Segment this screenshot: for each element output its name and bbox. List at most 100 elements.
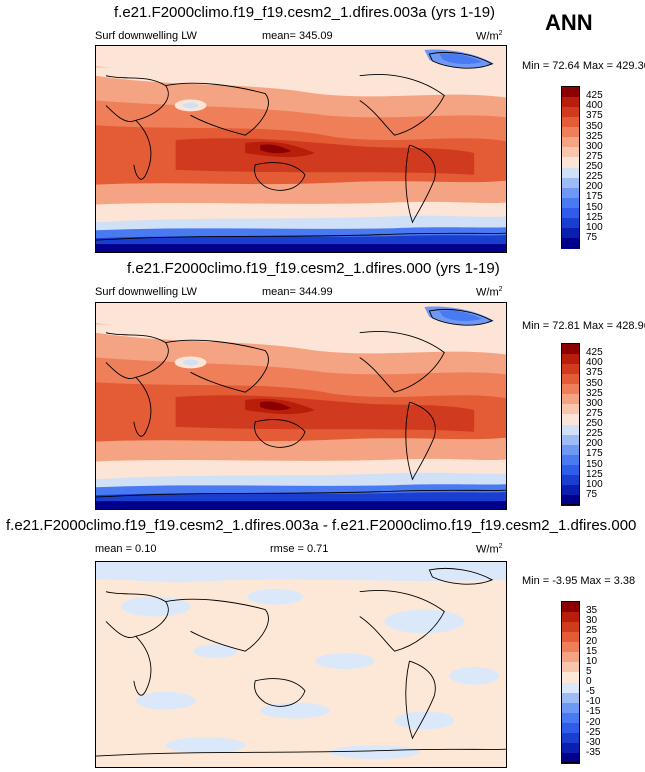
panel3-map-svg [96, 562, 506, 767]
colorbar-swatch [561, 464, 580, 476]
colorbar-tick-label: 0 [586, 676, 592, 687]
colorbar-swatch [561, 383, 580, 395]
panel1-mean-label: mean= 345.09 [262, 30, 333, 42]
colorbar-swatch [561, 156, 580, 168]
colorbar-swatch [561, 96, 580, 107]
panel3-mean-label: mean = 0.10 [95, 543, 157, 555]
colorbar-swatch [561, 353, 580, 364]
panel2-minmax: Min = 72.81 Max = 428.96 [522, 320, 645, 332]
colorbar-tick-label: 425 [586, 347, 603, 359]
panel2-map [95, 302, 507, 510]
colorbar-tick-label: -10 [586, 696, 601, 708]
panel3-minmax: Min = -3.95 Max = 3.38 [522, 575, 636, 587]
colorbar-swatch [561, 611, 580, 622]
panel1-minmax: Min = 72.64 Max = 429.30 [522, 60, 645, 72]
colorbar-swatch [561, 363, 580, 374]
colorbar-swatch [561, 722, 580, 734]
colorbar-swatch [561, 413, 580, 425]
colorbar-swatch [561, 167, 580, 178]
colorbar-tick-label: -25 [586, 726, 601, 738]
colorbar-tick-label: 75 [586, 488, 598, 500]
colorbar-swatch [561, 197, 580, 208]
colorbar-swatch [561, 343, 580, 354]
colorbar-swatch [561, 116, 580, 127]
colorbar-swatch [561, 692, 580, 703]
colorbar-tick-label: 350 [586, 377, 603, 389]
panel3-colorbar: 35 30 25 20 15 10 5 0 -5 -10 -15 -20 -25 -30 -35 [561, 601, 601, 764]
colorbar-swatch [561, 702, 580, 713]
colorbar-tick-label: 375 [586, 367, 603, 379]
colorbar-tick-label: 350 [586, 120, 603, 132]
colorbar-swatch [561, 651, 580, 663]
colorbar-tick-label: 25 [586, 625, 598, 637]
colorbar-tick-label: 250 [586, 418, 603, 429]
colorbar-swatch [561, 682, 580, 693]
colorbar-tick-label: 200 [586, 438, 603, 450]
panel1-title: f.e21.F2000climo.f19_f19.cesm2_1.dfires.… [114, 4, 496, 21]
colorbar-swatch [561, 484, 580, 496]
colorbar-swatch [561, 641, 580, 653]
colorbar-swatch [561, 631, 580, 642]
colorbar-swatch [561, 237, 580, 249]
colorbar-tick-label: 150 [586, 458, 603, 470]
colorbar-swatch [561, 601, 580, 612]
panel2-map-svg [96, 303, 506, 509]
colorbar-swatch [561, 227, 580, 239]
colorbar-tick-label: -15 [586, 706, 601, 718]
colorbar-swatch [561, 136, 580, 148]
colorbar-swatch [561, 444, 580, 455]
colorbar-frame [561, 343, 580, 505]
colorbar-tick-label: 375 [586, 110, 603, 122]
panel1-units: W/m2 [476, 30, 503, 43]
colorbar-tick-label: 400 [586, 100, 603, 112]
colorbar-swatch [561, 742, 580, 754]
colorbar-swatch [561, 403, 580, 415]
colorbar-tick-label: 300 [586, 140, 603, 152]
colorbar-tick-label: 175 [586, 448, 603, 460]
colorbar-swatch [561, 126, 580, 138]
panel2-units: W/m2 [476, 286, 503, 299]
colorbar-tick-label: 175 [586, 191, 603, 203]
colorbar-frame [561, 86, 580, 248]
colorbar-tick-label: 150 [586, 201, 603, 213]
colorbar-swatch [561, 732, 580, 744]
season-label: ANN [545, 10, 593, 35]
colorbar-tick-label: -20 [586, 716, 601, 728]
colorbar-swatch [561, 86, 580, 97]
colorbar-tick-label: 225 [586, 428, 603, 440]
colorbar-tick-label: 125 [586, 468, 603, 480]
colorbar-tick-label: 10 [586, 655, 598, 667]
colorbar-tick-label: -35 [586, 746, 601, 758]
colorbar-tick-label: 325 [586, 130, 603, 142]
colorbar-swatch [561, 752, 580, 764]
colorbar-tick-label: 35 [586, 605, 598, 617]
colorbar-tick-label: 425 [586, 90, 603, 102]
colorbar-swatch [561, 621, 580, 632]
colorbar-swatch [561, 494, 580, 506]
colorbar-tick-label: -30 [586, 736, 601, 748]
colorbar-swatch [561, 712, 580, 723]
colorbar-swatch [561, 187, 580, 198]
colorbar-tick-label: 15 [586, 645, 598, 657]
colorbar-swatch [561, 373, 580, 384]
colorbar-swatch [561, 661, 580, 673]
colorbar-swatch [561, 474, 580, 486]
colorbar-tick-label: 20 [586, 635, 598, 647]
colorbar-tick-label: 5 [586, 665, 592, 677]
colorbar-swatch [561, 207, 580, 219]
colorbar-tick-label: 125 [586, 211, 603, 223]
colorbar-tick-label: 100 [586, 221, 603, 233]
panel1-variable-label: Surf downwelling LW [95, 30, 197, 42]
colorbar-tick-label: 30 [586, 615, 598, 627]
colorbar-tick-label: 75 [586, 231, 598, 243]
colorbar-tick-label: 275 [586, 150, 603, 162]
panel2-title: f.e21.F2000climo.f19_f19.cesm2_1.dfires.… [127, 260, 500, 277]
colorbar-tick-label: 225 [586, 171, 603, 183]
colorbar-swatch [561, 454, 580, 465]
panel1-map-svg [96, 46, 506, 252]
colorbar-swatch [561, 177, 580, 188]
colorbar-swatch [561, 393, 580, 405]
colorbar-swatch [561, 106, 580, 117]
panel3-title: f.e21.F2000climo.f19_f19.cesm2_1.dfires.… [6, 517, 637, 534]
colorbar-tick-label: -5 [586, 686, 595, 698]
